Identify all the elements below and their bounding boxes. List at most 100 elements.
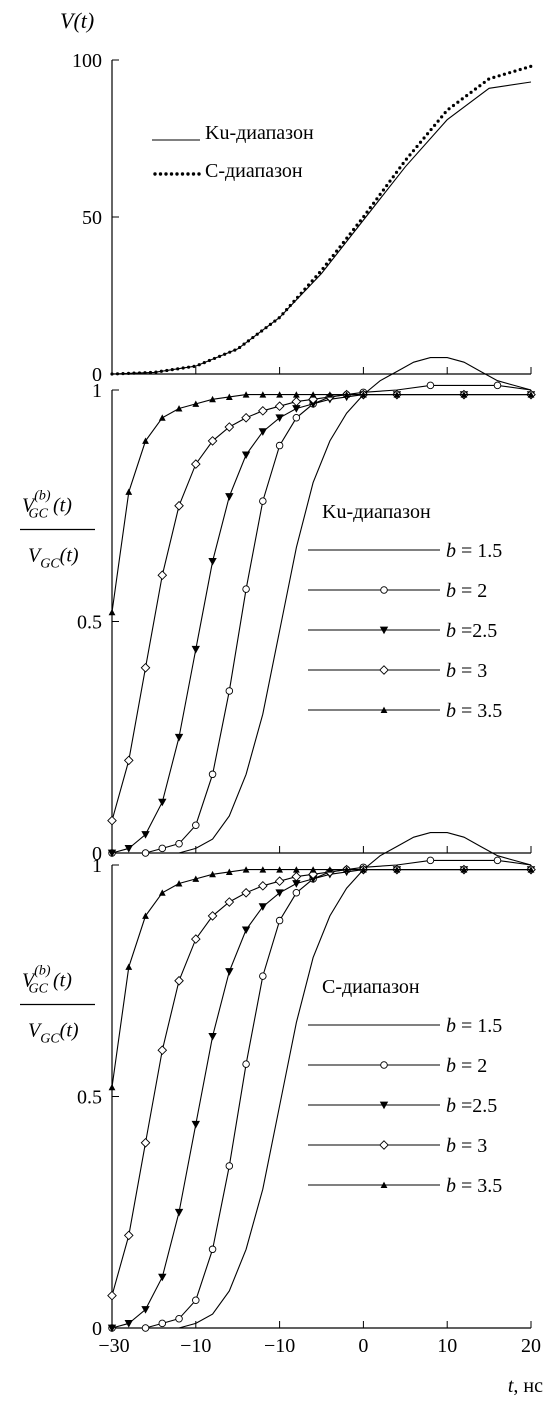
data-point: [190, 934, 201, 944]
data-point: [242, 1060, 250, 1068]
data-point: [242, 391, 250, 398]
data-point: [158, 889, 166, 896]
data-point: [426, 381, 435, 390]
legend-label: b =2.5: [446, 1095, 497, 1117]
data-point: [142, 912, 149, 919]
legend-label-part: b: [446, 1015, 456, 1037]
data-point: [191, 1120, 200, 1129]
data-point: [124, 845, 133, 853]
data-point: [275, 414, 284, 422]
legend-marker: [380, 706, 388, 713]
legend-label-part: b: [446, 580, 456, 602]
data-point: [175, 405, 183, 412]
data-point: [190, 459, 201, 469]
legend-label-part: b: [446, 1055, 456, 1077]
data-point: [259, 866, 267, 873]
data-point: [309, 866, 317, 873]
data-point: [141, 1306, 150, 1314]
data-point: [175, 880, 183, 887]
y-label-arg: (t): [48, 970, 72, 992]
legend-label-part: = 2: [456, 580, 487, 602]
y-axis-label-numerator: V(b) GC (t): [22, 964, 72, 997]
y-tick-label: 50: [82, 207, 102, 229]
data-point: [275, 889, 284, 897]
legend-label: b =2.5: [446, 620, 497, 642]
data-point: [192, 821, 200, 829]
data-point: [140, 1137, 151, 1148]
y-tick-label: 0: [92, 1318, 102, 1340]
data-point: [291, 396, 302, 407]
data-point: [174, 1208, 184, 1217]
y-label-arg2: (t): [60, 545, 79, 567]
legend-label-part: =2.5: [456, 620, 497, 642]
legend-label: b = 3: [446, 660, 487, 682]
data-point: [259, 391, 267, 398]
data-point: [158, 844, 167, 853]
data-point: [308, 875, 318, 884]
y-tick-label: 0.5: [77, 612, 102, 634]
data-point: [460, 866, 468, 873]
y-label-sub: GC: [29, 982, 49, 997]
data-point: [258, 428, 268, 436]
legend-label: b = 3.5: [446, 700, 502, 722]
legend-label-part: b: [446, 1175, 456, 1197]
data-point: [175, 839, 183, 848]
data-point: [292, 889, 301, 897]
data-point: [326, 391, 334, 398]
data-point: [208, 1245, 217, 1254]
data-point: [308, 400, 318, 409]
data-point: [157, 570, 168, 581]
legend-label-part: b: [446, 700, 456, 722]
data-point: [460, 391, 468, 398]
legend-label: b = 3.5: [446, 1175, 502, 1197]
data-point: [360, 391, 367, 398]
y-label-sup: (b): [34, 489, 51, 504]
data-point: [209, 395, 216, 403]
data-point: [309, 391, 317, 398]
legend-label: b = 3: [446, 1135, 487, 1157]
x-axis-label: t, нс: [508, 1375, 543, 1397]
series-line-b-3: [111, 394, 531, 821]
data-point: [527, 391, 535, 398]
data-point: [259, 497, 267, 505]
data-point: [141, 849, 150, 857]
data-point: [292, 405, 301, 413]
x-tick-label: 20: [521, 1335, 541, 1357]
data-point: [208, 770, 217, 779]
series-line-b-3: [111, 869, 531, 1296]
y-label-v2: V: [28, 1020, 43, 1042]
x-tick-label: 0: [358, 1335, 368, 1357]
data-point: [258, 405, 268, 416]
y-label-v: V: [22, 970, 37, 992]
legend-label-part: b: [446, 1135, 456, 1157]
data-point: [527, 866, 535, 873]
data-point: [343, 866, 351, 873]
data-point: [123, 1230, 134, 1241]
legend-label-part: = 1.5: [456, 540, 502, 562]
legend-label-part: = 3: [456, 660, 487, 682]
data-point: [107, 815, 117, 826]
data-point: [276, 391, 283, 398]
data-point: [125, 963, 133, 970]
data-point: [141, 831, 150, 839]
legend-marker: [380, 1181, 388, 1188]
data-point: [292, 391, 300, 398]
y-label-arg: (t): [48, 495, 72, 517]
legend-marker: [379, 665, 389, 675]
y-label-sub: GC: [29, 507, 49, 522]
data-point: [259, 972, 267, 980]
y-tick-label: 100: [72, 50, 102, 72]
legend-label-part: b: [446, 620, 456, 642]
legend-label: b = 1.5: [446, 1015, 502, 1037]
data-point: [107, 1290, 117, 1301]
data-point: [291, 871, 302, 882]
data-point: [360, 866, 367, 873]
data-point: [326, 866, 334, 873]
data-point: [142, 437, 149, 444]
y-tick-label: 1: [92, 380, 102, 402]
legend-marker: [380, 1061, 388, 1069]
data-point: [393, 391, 401, 398]
data-point: [225, 968, 234, 976]
data-point: [241, 926, 251, 935]
